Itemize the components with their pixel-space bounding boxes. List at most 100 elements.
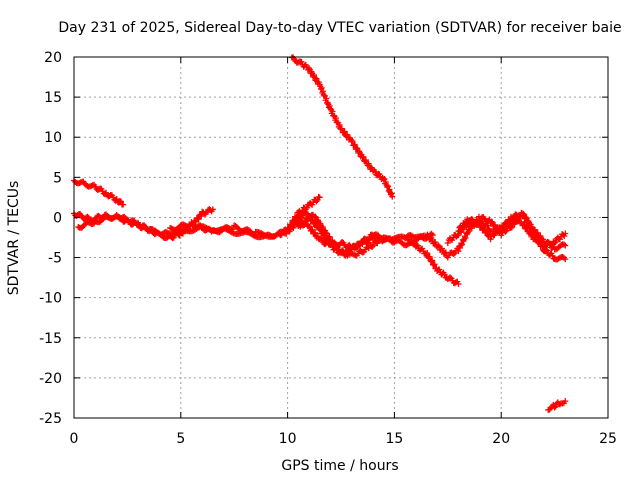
x-tick-label: 10 [279,431,297,447]
y-tick-label: -20 [39,371,62,387]
data-point [173,226,180,233]
data-point [185,223,192,230]
data-point [528,223,535,230]
data-point [333,246,340,253]
data-point [329,108,336,115]
data-point [318,84,325,91]
x-tick-label: 25 [599,431,617,447]
data-points [71,54,569,413]
data-point [312,219,319,226]
data-point [376,171,383,178]
data-point [534,229,541,236]
data-point [339,238,346,245]
data-point [309,226,316,233]
data-point [353,144,360,151]
data-point [342,250,349,257]
data-point [491,221,498,228]
data-point [526,228,533,235]
series-arc-11 [545,398,569,413]
data-point [477,222,484,229]
data-point [245,226,252,233]
data-point [197,222,204,229]
data-point [88,182,95,189]
data-point [516,218,523,225]
data-point [351,251,358,258]
data-point [225,225,232,232]
data-point [181,222,188,229]
data-point [562,398,569,405]
data-point [236,226,243,233]
data-point [484,222,491,229]
data-point [430,262,437,269]
x-tick-label: 5 [176,431,185,447]
data-point [491,232,498,239]
x-tick-label: 15 [385,431,403,447]
y-tick-label: -25 [39,411,62,427]
ticks: 0 5 10 15 20 25 -25 -20 -15 -10 -5 0 5 10 15 20 [39,50,617,447]
data-point [459,241,466,248]
data-point [370,242,377,249]
data-point [232,222,239,229]
data-point [306,224,313,231]
data-point [312,213,319,220]
data-point [113,195,120,202]
data-point [551,239,558,246]
data-point [314,233,321,240]
data-point [447,274,454,281]
data-point [529,232,536,239]
data-point [466,228,473,235]
data-point [487,236,494,243]
data-point [435,242,442,249]
data-point [286,225,293,232]
data-point [341,128,348,135]
data-point [288,221,295,228]
x-tick-label: 0 [70,431,79,447]
data-point [316,194,323,201]
data-point [462,234,469,241]
data-point [76,180,83,187]
data-point [195,216,202,223]
data-point [556,236,563,243]
data-point [450,251,457,258]
data-point [229,226,236,233]
data-point [305,65,312,72]
data-point [217,228,224,235]
data-point [548,241,555,248]
data-point [285,224,292,231]
plot-frame [73,56,609,419]
data-point [352,244,359,251]
data-point [414,242,421,249]
data-point [368,244,375,251]
data-point [313,75,320,82]
data-point [316,225,323,232]
data-point [290,224,297,231]
data-point [429,257,436,264]
data-point [410,240,417,247]
data-point [97,218,104,225]
data-point [481,225,488,232]
data-point [360,153,367,160]
data-point [323,95,330,102]
data-point [326,102,333,109]
data-point [455,281,462,288]
data-point [424,250,431,257]
series-arc-9 [455,216,569,251]
y-tick-label: -15 [39,331,62,347]
y-tick-label: 15 [44,90,62,106]
data-point [428,235,435,242]
data-point [562,230,569,237]
y-axis-label: SDTVAR / TECUs [6,181,22,296]
data-point [546,406,553,413]
data-point [298,58,305,65]
data-point [312,229,319,236]
data-point [240,227,247,234]
data-point [117,198,124,205]
series-arc-3 [75,206,216,242]
y-tick-label: 0 [53,210,62,226]
data-point [364,237,371,244]
data-point [209,206,216,213]
y-tick-label: 10 [44,130,62,146]
data-point [455,228,462,235]
data-point [301,220,308,227]
